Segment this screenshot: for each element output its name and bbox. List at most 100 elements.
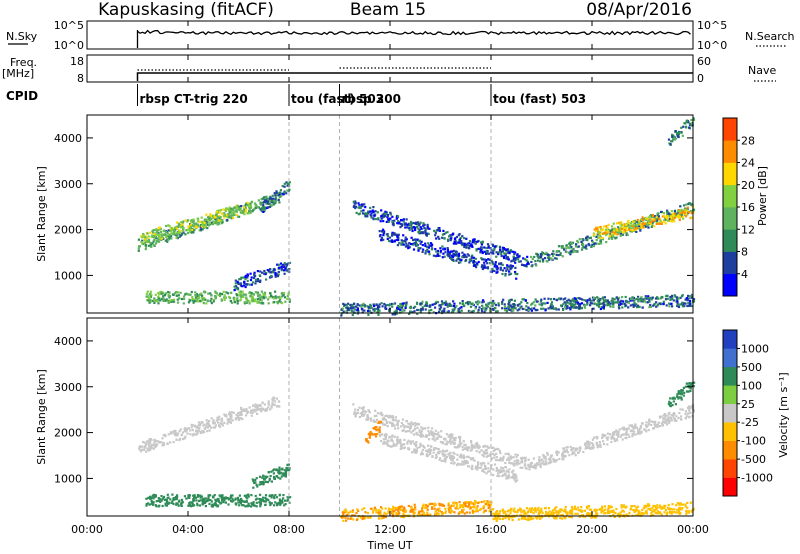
scatter-cell xyxy=(151,299,154,302)
scatter-cell xyxy=(438,237,441,240)
scatter-cell xyxy=(625,232,628,235)
scatter-cell xyxy=(157,505,160,508)
scatter-cell xyxy=(399,438,402,441)
scatter-cell xyxy=(288,299,291,302)
scatter-cell xyxy=(218,211,221,214)
scatter-cell xyxy=(673,136,676,139)
scatter-cell xyxy=(395,217,398,220)
scatter-cell xyxy=(466,253,469,256)
scatter-cell xyxy=(539,253,542,256)
scatter-cell xyxy=(506,268,509,271)
scatter-cell xyxy=(647,226,650,229)
scatter-cell xyxy=(589,304,592,307)
scatter-cell xyxy=(268,205,271,208)
scatter-cell xyxy=(289,496,292,499)
scatter-cell xyxy=(254,278,258,281)
scatter-cell xyxy=(442,252,445,255)
scatter-cell xyxy=(424,303,428,306)
scatter-cell xyxy=(555,253,558,256)
scatter-cell xyxy=(259,481,262,484)
scatter-cell xyxy=(359,205,362,208)
scatter-cell xyxy=(380,236,383,239)
scatter-cell xyxy=(419,242,422,245)
scatter-cell xyxy=(384,414,387,417)
scatter-cell xyxy=(249,211,252,214)
scatter-cell xyxy=(243,301,246,304)
scatter-cell xyxy=(249,204,252,207)
scatter-cell xyxy=(252,276,256,280)
scatter-cell xyxy=(423,227,426,230)
scatter-cell xyxy=(244,203,247,206)
scatter-cell xyxy=(504,466,508,469)
scatter-cell xyxy=(212,300,215,303)
scatter-cell xyxy=(209,221,212,225)
scatter-cell xyxy=(469,243,472,246)
scatter-cell xyxy=(679,213,682,216)
scatter-cell xyxy=(196,431,199,435)
scatter-cell xyxy=(376,211,379,214)
scatter-cell xyxy=(190,231,193,234)
scatter-cell xyxy=(423,304,426,307)
scatter-cell xyxy=(437,448,440,451)
scatter-cell xyxy=(246,273,249,276)
scatter-cell xyxy=(558,457,561,461)
scatter-cell xyxy=(175,227,178,230)
scatter-cell xyxy=(286,469,289,472)
scatter-cell xyxy=(467,247,470,250)
scatter-cell xyxy=(145,292,148,295)
scatter-cell xyxy=(418,446,421,449)
scatter-cell xyxy=(277,263,280,266)
scatter-cell xyxy=(468,258,471,261)
scatter-cell xyxy=(493,453,496,457)
scatter-cell xyxy=(173,432,176,435)
scatter-cell xyxy=(245,494,248,497)
scatter-cell xyxy=(480,246,483,249)
scatter-cell xyxy=(593,228,596,231)
scatter-cell xyxy=(273,497,276,500)
scatter-cell xyxy=(501,272,504,276)
scatter-cell xyxy=(468,242,471,245)
scatter-cell xyxy=(399,447,402,450)
scatter-cell xyxy=(391,302,394,306)
scatter-cell xyxy=(354,200,357,203)
scatter-cell xyxy=(688,407,691,410)
scatter-cell xyxy=(175,294,178,297)
scatter-cell xyxy=(420,227,423,230)
scatter-cell xyxy=(250,210,253,213)
scatter-cell xyxy=(243,284,246,287)
scatter-cell xyxy=(471,254,474,257)
scatter-cell xyxy=(465,237,468,240)
scatter-cell xyxy=(353,205,356,208)
scatter-cell xyxy=(261,476,264,479)
scatter-cell xyxy=(167,229,170,232)
scatter-cell xyxy=(570,305,573,308)
scatter-cell xyxy=(263,269,266,273)
scatter-cell xyxy=(592,446,595,449)
scatter-cell xyxy=(238,411,241,414)
scatter-cell xyxy=(412,248,416,251)
scatter-cell xyxy=(588,236,591,240)
velocity-data xyxy=(138,381,696,522)
scatter-cell xyxy=(147,443,150,446)
scatter-cell xyxy=(636,227,639,230)
scatter-cell xyxy=(146,299,149,302)
scatter-cell xyxy=(427,454,430,457)
scatter-cell xyxy=(659,219,662,222)
scatter-cell xyxy=(415,240,418,243)
scatter-cell xyxy=(177,504,180,507)
scatter-cell xyxy=(419,311,422,314)
scatter-cell xyxy=(271,494,274,497)
scatter-cell xyxy=(637,224,641,227)
scatter-cell xyxy=(420,307,423,311)
scatter-cell xyxy=(645,225,648,228)
scatter-cell xyxy=(145,443,148,446)
scatter-cell xyxy=(621,306,624,309)
scatter-cell xyxy=(487,305,490,308)
scatter-cell xyxy=(650,423,653,427)
scatter-cell xyxy=(167,433,170,436)
scatter-cell xyxy=(190,505,193,508)
scatter-cell xyxy=(664,222,667,225)
scatter-cell xyxy=(565,244,568,247)
scatter-cell xyxy=(683,302,686,305)
